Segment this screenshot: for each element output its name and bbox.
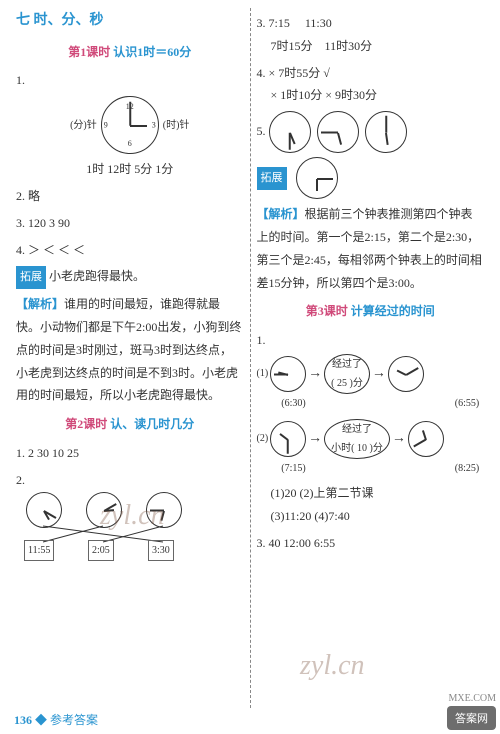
lesson-2-title: 认、读几时几分 — [110, 417, 194, 431]
extension-tag: 拓展 — [16, 266, 46, 289]
l3-q1-ans: (1)20 (2)上第二节课 — [257, 482, 485, 505]
l3-q3-text: 40 12:00 6:55 — [269, 536, 336, 550]
q3-num: 3. — [16, 216, 25, 230]
row2-t1: (7:15) — [277, 459, 311, 478]
lesson-3-label: 第3课时 — [306, 304, 348, 318]
clock-icon — [269, 111, 311, 153]
q1-num: 1. — [16, 69, 244, 92]
lesson-3-title: 计算经过的时间 — [351, 304, 435, 318]
analysis-left: 【解析】谁用的时间最短，谁跑得就最快。小动物们都是下午2:00出发，小狗到终点的… — [16, 293, 244, 407]
analysis-text: 谁用的时间最短，谁跑得就最快。小动物们都是下午2:00出发，小狗到终点的时间是3… — [16, 297, 241, 402]
row1-tag: (1) — [257, 364, 269, 383]
corner-badge: 答案网 — [447, 706, 496, 730]
q2-text: 略 — [28, 189, 40, 203]
left-column: 七 时、分、秒 第1课时 认识1时＝60分 1. (分)针 12 3 6 9 (… — [10, 8, 251, 708]
page-footer: 136 ◆ 参考答案 — [14, 711, 98, 728]
row2-tag: (2) — [257, 429, 269, 448]
l3-q1-num: 1. — [257, 333, 266, 347]
r-q3: 3. 7:15 11:30 7时15分 11时30分 — [257, 12, 485, 58]
analysis-label: 【解析】 — [16, 297, 64, 311]
q1-label-left: (分)针 — [70, 116, 97, 135]
l3-q3: 3. 40 12:00 6:55 — [257, 532, 485, 555]
q2-num: 2. — [16, 189, 25, 203]
q1: 1. (分)针 12 3 6 9 (时)针 1时 12时 5分 1分 — [16, 69, 244, 181]
r-q5: 5. — [257, 111, 485, 153]
footer-label: 参考答案 — [50, 713, 98, 727]
lesson-1-title: 认识1时＝60分 — [113, 45, 191, 59]
clock-icon: 12 3 6 9 — [101, 96, 159, 154]
arrow-icon: → — [308, 426, 322, 453]
clock-match-area: 11:55 2:05 3:30 — [16, 492, 244, 552]
chapter-title: 七 时、分、秒 — [16, 8, 244, 35]
clock-icon — [388, 356, 424, 392]
r-q4-row2: × 1时10分 × 9时30分 — [257, 84, 485, 107]
diamond-icon: ◆ — [35, 713, 47, 727]
clock-icon — [296, 157, 338, 199]
r-q4-row1: × 7时55分 √ — [269, 66, 330, 80]
extension-left: 拓展 小老虎跑得最快。 — [16, 265, 244, 289]
analysis-label: 【解析】 — [257, 207, 305, 221]
clock-icon — [317, 111, 359, 153]
extension-text: 小老虎跑得最快。 — [49, 269, 145, 283]
r-q3-b: 11:30 — [305, 16, 332, 30]
page-number: 136 — [14, 713, 32, 727]
q1-label-right: (时)针 — [163, 116, 190, 135]
l2-q1: 1. 2 30 10 25 — [16, 442, 244, 465]
q2: 2. 略 — [16, 185, 244, 208]
r-q3-num: 3. — [257, 16, 266, 30]
r-q4-num: 4. — [257, 66, 266, 80]
lesson-3-header: 第3课时 计算经过的时间 — [257, 300, 485, 323]
l2-q2-num: 2. — [16, 473, 25, 487]
row1-t2: (6:55) — [450, 394, 484, 413]
q3-text: 120 3 90 — [28, 216, 70, 230]
r-q3-d: 11时30分 — [325, 39, 373, 53]
l2-q2: 2. 11:55 — [16, 469, 244, 552]
l3-q1-ans2: (3)11:20 (4)7:40 — [257, 505, 485, 528]
analysis-right: 【解析】根据前三个钟表推测第四个钟表上的时间。第一个是2:15，第二个是2:30… — [257, 203, 485, 294]
elapsed-oval: 经过了 小时( 10 )分 — [324, 419, 390, 459]
r-q3-a: 7:15 — [269, 16, 290, 30]
q3: 3. 120 3 90 — [16, 212, 244, 235]
time-box: 2:05 — [88, 540, 114, 561]
lesson-2-header: 第2课时 认、读几时几分 — [16, 413, 244, 436]
right-column: 3. 7:15 11:30 7时15分 11时30分 4. × 7时55分 √ … — [251, 8, 491, 708]
arrow-icon: → — [392, 426, 406, 453]
clock-icon — [365, 111, 407, 153]
lesson-1-label: 第1课时 — [68, 45, 110, 59]
time-box: 3:30 — [148, 540, 174, 561]
q1-answers: 1时 12时 5分 1分 — [16, 158, 244, 181]
l2-q1-text: 2 30 10 25 — [28, 446, 79, 460]
clock-icon — [270, 356, 306, 392]
l3-q3-num: 3. — [257, 536, 266, 550]
r-q4: 4. × 7时55分 √ × 1时10分 × 9时30分 — [257, 62, 485, 108]
row2-t2: (8:25) — [450, 459, 484, 478]
l2-q1-num: 1. — [16, 446, 25, 460]
arrow-icon: → — [372, 361, 386, 388]
clock-icon — [408, 421, 444, 457]
corner-sub: MXE.COM — [448, 693, 496, 704]
lesson-1-header: 第1课时 认识1时＝60分 — [16, 41, 244, 64]
extension-right: 拓展 — [257, 157, 485, 199]
arrow-icon: → — [308, 361, 322, 388]
l3-q1: 1. (1) → 经过了 ( 25 )分 → — [257, 329, 485, 527]
elapsed-oval: 经过了 ( 25 )分 — [324, 354, 370, 394]
clock-icon — [270, 421, 306, 457]
q4: 4. ＞ ＜ ＜ ＜ — [16, 239, 244, 262]
time-box: 11:55 — [24, 540, 54, 561]
r-q5-num: 5. — [257, 124, 266, 138]
r-q3-c: 7时15分 — [271, 39, 313, 53]
extension-tag: 拓展 — [257, 167, 287, 190]
q4-num: 4. — [16, 243, 25, 257]
row1-t1: (6:30) — [277, 394, 311, 413]
lesson-2-label: 第2课时 — [65, 417, 107, 431]
q4-text: ＞ ＜ ＜ ＜ — [28, 243, 85, 257]
